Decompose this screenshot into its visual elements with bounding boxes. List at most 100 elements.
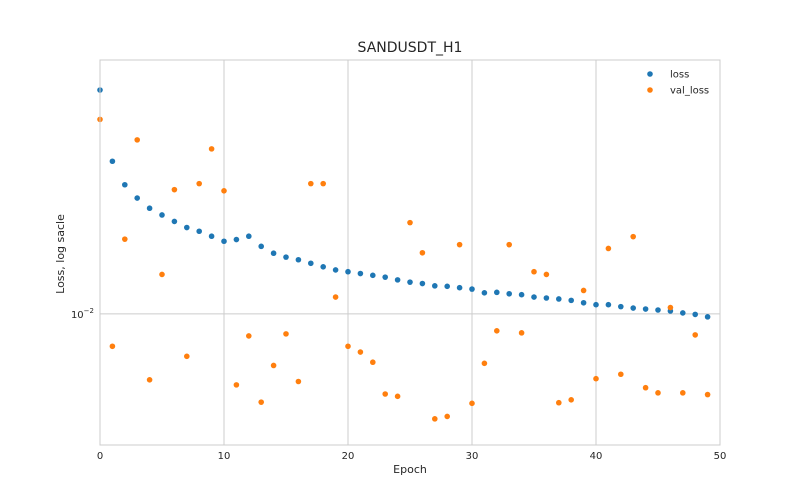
data-point [146,205,153,212]
plot-frame [99,59,721,446]
data-point [122,181,128,188]
data-point [605,301,612,308]
data-point [258,399,265,405]
data-point [246,233,252,240]
data-point [357,349,364,355]
data-point [221,187,227,194]
data-point [481,360,488,367]
data-point [593,375,599,382]
data-point [605,245,612,252]
series-layer [97,87,711,422]
data-point [332,294,339,300]
data-point [295,378,302,385]
data-point [518,330,525,336]
data-point [432,416,438,422]
data-point [146,377,153,383]
x-tick-label: 10 [218,451,231,462]
data-point [184,224,190,231]
x-tick-label: 30 [466,451,479,462]
data-point [308,180,314,187]
data-point [283,331,289,337]
data-point [506,290,512,297]
series-val-loss [97,116,711,422]
data-point [642,306,649,312]
data-point [419,280,426,287]
data-point [370,359,376,366]
data-point [531,268,537,275]
data-point [543,295,550,301]
data-point [394,393,401,400]
data-point [444,283,451,290]
data-point [357,270,364,277]
data-point [556,399,562,406]
data-point [568,397,574,403]
data-point [618,303,624,310]
data-point [233,382,240,388]
data-point [308,260,314,267]
series-loss [97,87,711,320]
data-point [481,290,488,296]
data-point [642,384,649,391]
data-point [208,146,215,152]
data-point [655,307,661,313]
data-point [270,362,277,369]
data-point [270,250,277,257]
data-point [208,233,215,240]
data-point [134,195,140,201]
data-point [233,236,240,243]
data-point [246,333,252,339]
x-axis-label: Epoch [393,463,427,476]
data-point [394,277,401,283]
x-axis-ticks: 0 10 20 30 40 50 [97,451,727,462]
data-point [159,212,165,218]
data-point [469,286,475,292]
data-point [419,249,426,256]
y-tick-label: 10−2 [71,307,94,321]
data-point [283,254,289,260]
data-point [655,390,661,396]
data-point [568,297,574,304]
data-point [258,243,265,250]
data-point [407,219,413,226]
data-point [370,272,376,279]
data-point [171,186,178,193]
legend-marker [647,87,653,93]
data-point [184,353,190,360]
data-point [295,256,302,263]
data-point [580,287,587,294]
data-point [320,264,327,270]
data-point [345,268,351,275]
data-point [382,391,389,397]
data-point [221,238,227,245]
data-point [122,236,128,242]
data-point [345,343,351,350]
data-point [109,343,116,350]
data-point [456,284,463,291]
data-point [667,304,674,311]
data-point [593,301,599,308]
data-point [109,158,116,165]
data-point [320,180,327,187]
legend-marker [647,71,653,77]
data-point [518,291,525,298]
legend: loss val_loss [647,70,709,97]
x-tick-label: 0 [97,451,103,462]
data-point [432,283,438,289]
data-point [618,371,624,378]
x-tick-label: 40 [590,451,603,462]
chart-title: SANDUSDT_H1 [358,40,463,56]
data-point [494,289,500,296]
data-point [196,228,202,235]
data-point [630,233,636,240]
data-point [332,267,339,273]
x-tick-label: 50 [714,451,727,462]
data-point [407,279,413,285]
data-point [444,413,451,420]
y-axis-ticks: 10−2 [71,307,94,321]
data-point [704,391,711,398]
data-point [456,241,463,248]
x-tick-label: 20 [342,451,355,462]
data-point [680,310,686,316]
data-point [692,332,698,338]
